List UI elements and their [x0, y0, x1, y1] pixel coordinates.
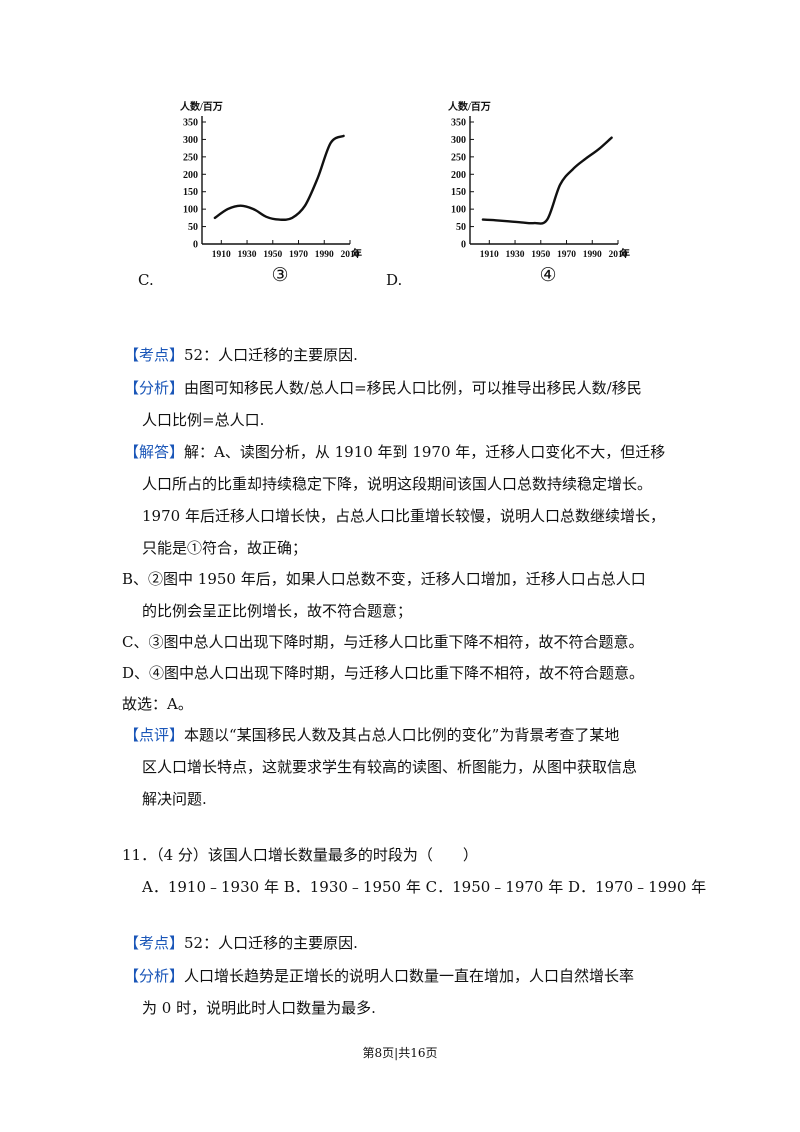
- x-tick-label: 1910: [212, 250, 231, 260]
- kaodian-text: 52：人口迁移的主要原因.: [184, 346, 358, 364]
- jieda-text: 解：A、读图分析，从 1910 年到 1970 年，迁移人口变化不大，但迁移: [184, 443, 666, 461]
- x-axis-label: 年: [352, 247, 362, 260]
- series-line: [213, 134, 345, 221]
- fenxi-tag: 【分析】: [124, 379, 185, 397]
- dianping-line2: 区人口增长特点，这就要求学生有较高的读图、析图能力，从图中获取信息: [142, 758, 638, 776]
- y-tick-label: 150: [183, 187, 198, 198]
- y-tick-label: 150: [451, 187, 466, 198]
- y-tick-label: 200: [183, 170, 198, 181]
- jieda-line1: 【解答】解：A、读图分析，从 1910 年到 1970 年，迁移人口变化不大，但…: [124, 442, 665, 462]
- kaodian-2: 【考点】52：人口迁移的主要原因.: [124, 933, 358, 953]
- jieda-d-line: D、④图中总人口出现下降时期，与迁移人口比重下降不相符，故不符合题意。: [122, 664, 645, 682]
- page-footer: 第8页|共16页: [362, 1046, 438, 1060]
- y-tick-label: 300: [183, 135, 198, 146]
- kaodian-1: 【考点】52：人口迁移的主要原因.: [124, 345, 358, 365]
- dianping-text: 本题以“某国移民人数及其占总人口比例的变化”为背景考查了某地: [184, 726, 620, 744]
- dianping-tag: 【点评】: [124, 726, 185, 744]
- y-tick-label: 100: [183, 205, 198, 216]
- x-tick-label: 1970: [557, 250, 576, 260]
- fenxi-2-text: 人口增长趋势是正增长的说明人口数量一直在增加，人口自然增长率: [184, 967, 635, 985]
- jieda-tag: 【解答】: [124, 443, 185, 461]
- x-tick-label: 2010: [609, 250, 628, 260]
- chart-3-svg: 人数/百万 0 50 100 150 200 250 300 350 1910 1930 1950 19…: [180, 100, 362, 286]
- y-tick-label: 350: [183, 118, 198, 129]
- choice-c-label: C.: [138, 271, 154, 289]
- x-tick-label: 1950: [531, 250, 550, 260]
- jieda-line3: 1970 年后迁移人口增长快，占总人口比重增长较慢，说明人口总数继续增长，: [142, 507, 665, 525]
- fenxi-1-line1: 【分析】由图可知移民人数/总人口=移民人口比例，可以推导出移民人数/移民: [124, 378, 642, 398]
- x-tick-label: 1930: [506, 250, 525, 260]
- y-tick-label: 50: [188, 222, 198, 233]
- jieda-line4: 只能是①符合，故正确；: [142, 539, 308, 557]
- dianping-line3: 解决问题.: [142, 790, 207, 808]
- y-tick-label: 300: [451, 135, 466, 146]
- jieda-b-line1: B、②图中 1950 年后，如果人口总数不变，迁移人口增加，迁移人口占总人口: [122, 570, 646, 588]
- question-11-stem: 11．（4 分）该国人口增长数量最多的时段为（ ）: [122, 846, 478, 864]
- y-tick-label: 350: [451, 118, 466, 129]
- question-11-options: A．1910﹣1930 年 B．1930﹣1950 年 C．1950﹣1970 …: [142, 878, 707, 896]
- x-tick-label: 2010: [341, 250, 360, 260]
- x-tick-label: 1950: [263, 250, 282, 260]
- x-tick-label: 1970: [289, 250, 308, 260]
- jieda-b-line2: 的比例会呈正比例增长，故不符合题意；: [142, 602, 413, 620]
- choice-d-label: D.: [386, 271, 403, 289]
- series-line: [481, 136, 613, 225]
- chart-3: 人数/百万 0 50 100 150 200 250 300 350 1910 1930 1950 19…: [172, 92, 382, 296]
- chart-number-label: ④: [539, 265, 556, 286]
- x-tick-label: 1990: [583, 250, 602, 260]
- jieda-line2: 人口所占的比重却持续稳定下降，说明这段期间该国人口总数持续稳定增长。: [142, 475, 653, 493]
- fenxi-2-tag: 【分析】: [124, 967, 185, 985]
- x-tick-label: 1930: [238, 250, 257, 260]
- fenxi-2-line2: 为 0 时，说明此时人口数量为最多.: [142, 999, 376, 1017]
- y-tick-label: 100: [451, 205, 466, 216]
- y-axis-label: 人数/百万: [180, 100, 223, 113]
- x-tick-label: 1910: [480, 250, 499, 260]
- kaodian-2-tag: 【考点】: [124, 934, 185, 952]
- y-tick-label: 250: [451, 152, 466, 163]
- jieda-c-line: C、③图中总人口出现下降时期，与迁移人口比重下降不相符，故不符合题意。: [122, 633, 644, 651]
- y-tick-label: 200: [451, 170, 466, 181]
- x-tick-label: 1990: [315, 250, 334, 260]
- y-tick-label: 250: [183, 152, 198, 163]
- jieda-answer: 故选：A。: [122, 695, 193, 713]
- y-tick-label: 0: [461, 240, 466, 251]
- chart-4-svg: 人数/百万 0 50 100 150 200 250 300 350 1910 1930 1950 19…: [448, 100, 630, 286]
- y-axis-label: 人数/百万: [448, 100, 491, 113]
- y-tick-label: 0: [193, 240, 198, 251]
- chart-4: 人数/百万 0 50 100 150 200 250 300 350 1910 1930 1950 19…: [440, 92, 650, 296]
- x-axis-label: 年: [620, 247, 630, 260]
- dianping-line1: 【点评】本题以“某国移民人数及其占总人口比例的变化”为背景考查了某地: [124, 725, 619, 745]
- y-tick-label: 50: [456, 222, 466, 233]
- fenxi-text: 由图可知移民人数/总人口=移民人口比例，可以推导出移民人数/移民: [184, 379, 642, 397]
- chart-number-label: ③: [271, 265, 288, 286]
- fenxi-1-line2: 人口比例=总人口.: [142, 411, 265, 429]
- kaodian-tag: 【考点】: [124, 346, 185, 364]
- kaodian-2-text: 52：人口迁移的主要原因.: [184, 934, 358, 952]
- fenxi-2-line1: 【分析】人口增长趋势是正增长的说明人口数量一直在增加，人口自然增长率: [124, 966, 634, 986]
